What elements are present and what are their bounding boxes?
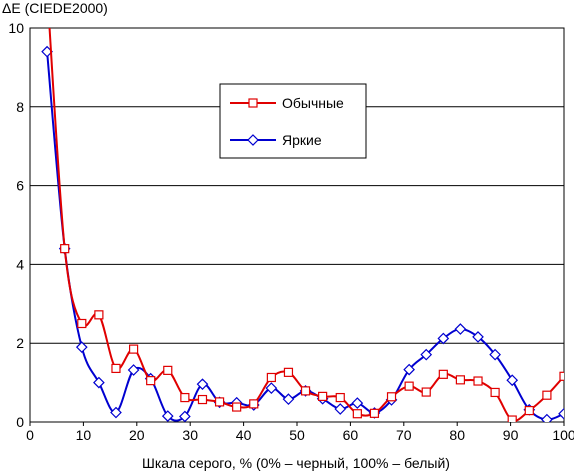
- x-tick-label: 50: [289, 427, 305, 443]
- data-point: [489, 348, 501, 361]
- data-point: [420, 348, 433, 361]
- data-point: [524, 405, 534, 416]
- y-tick-label: 6: [16, 178, 24, 194]
- data-point: [196, 378, 209, 391]
- data-point: [75, 341, 88, 353]
- data-point: [421, 387, 431, 397]
- data-point: [455, 375, 466, 385]
- legend-box: [219, 83, 367, 159]
- data-point: [282, 393, 295, 405]
- data-point: [558, 407, 564, 420]
- x-tick-label: 0: [26, 427, 34, 443]
- data-point: [352, 409, 362, 419]
- data-point: [472, 331, 484, 343]
- legend-marker: [248, 98, 258, 108]
- data-point: [214, 397, 225, 407]
- data-point: [403, 363, 415, 376]
- data-point: [300, 386, 311, 396]
- data-point: [77, 318, 87, 329]
- y-tick-label: 8: [16, 99, 24, 115]
- data-point: [161, 410, 174, 422]
- data-point: [127, 364, 140, 376]
- data-point: [249, 399, 259, 409]
- series-line: [48, 28, 564, 422]
- y-tick-label: 4: [16, 256, 24, 272]
- data-point: [60, 244, 70, 254]
- data-point: [334, 403, 347, 415]
- data-point: [506, 374, 519, 387]
- data-point: [454, 323, 467, 335]
- series-obychnye: [48, 28, 564, 422]
- x-tick-label: 80: [449, 427, 465, 443]
- data-point: [335, 392, 345, 403]
- legend-label: Обычные: [282, 95, 344, 111]
- x-tick-label: 70: [396, 427, 412, 443]
- data-point: [197, 394, 208, 405]
- data-point: [318, 391, 328, 401]
- x-tick-label: 100: [552, 427, 574, 443]
- x-tick-label: 40: [236, 427, 252, 443]
- data-point: [94, 310, 104, 320]
- x-tick-label: 90: [503, 427, 519, 443]
- data-point: [541, 413, 553, 422]
- data-point: [180, 392, 190, 403]
- x-axis-label: Шкала серого, % (0% – черный, 100% – бел…: [142, 455, 450, 471]
- data-point: [93, 376, 105, 389]
- legend: Обычные Яркие: [219, 83, 367, 159]
- data-point: [232, 402, 242, 412]
- y-tick-label: 2: [16, 335, 24, 351]
- data-point: [283, 367, 294, 377]
- x-tick-label: 20: [129, 427, 145, 443]
- data-point: [369, 408, 380, 418]
- x-tick-label: 10: [76, 427, 92, 443]
- data-point: [266, 372, 276, 383]
- data-point: [404, 381, 414, 391]
- data-point: [437, 332, 450, 345]
- data-point: [146, 376, 156, 386]
- y-tick-label: 10: [8, 20, 24, 36]
- data-point: [438, 369, 448, 379]
- data-point: [179, 410, 191, 422]
- data-point: [351, 397, 364, 409]
- data-point: [473, 376, 483, 386]
- data-point: [111, 363, 121, 374]
- x-tick-label: 60: [343, 427, 359, 443]
- chart-title: ΔE (CIEDE2000): [2, 0, 108, 16]
- data-point: [265, 382, 278, 394]
- data-point: [559, 371, 564, 381]
- data-point: [110, 406, 122, 419]
- legend-marker: [247, 134, 259, 146]
- data-point: [128, 344, 139, 354]
- data-point: [163, 365, 173, 375]
- data-point: [507, 415, 517, 422]
- y-tick-label: 0: [16, 414, 24, 430]
- legend-label: Яркие: [282, 132, 322, 148]
- data-point: [386, 392, 397, 402]
- data-point: [542, 390, 552, 400]
- x-tick-label: 30: [182, 427, 198, 443]
- data-point: [490, 387, 500, 398]
